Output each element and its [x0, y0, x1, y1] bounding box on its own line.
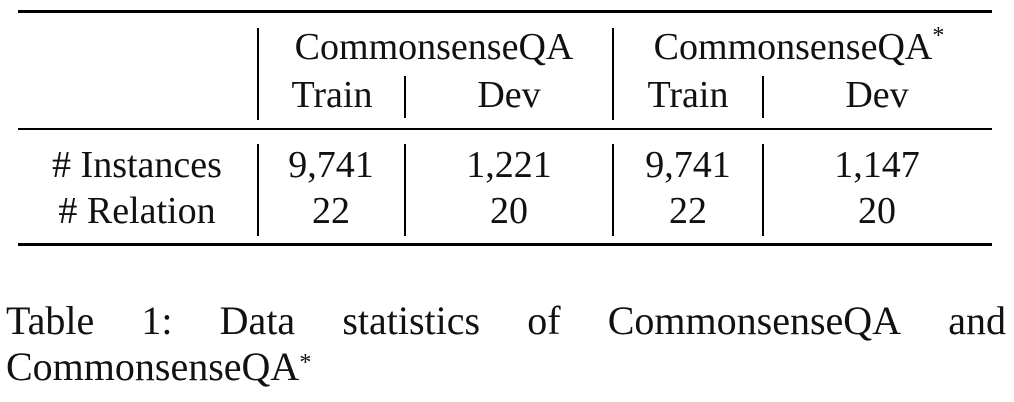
group-separator	[612, 28, 614, 120]
cell-instances-dev-2: 1,147	[834, 144, 920, 186]
cell-relation-train-1: 22	[312, 190, 350, 232]
row-label-instances: # Instances	[52, 144, 222, 186]
caption-word: of	[527, 298, 561, 343]
group-header-label: CommonsenseQA	[653, 26, 933, 68]
top-rule	[18, 10, 992, 13]
subheader-dev-1: Dev	[477, 74, 541, 116]
group-header-commonsenseqa-star: CommonsenseQA*	[653, 24, 945, 68]
bottom-rule	[18, 243, 992, 246]
header-rule	[18, 128, 992, 130]
caption-word: 1:	[141, 298, 173, 343]
cell-instances-train-2: 9,741	[645, 144, 731, 186]
caption-line-2-text: CommonsenseQA	[6, 344, 300, 389]
cell-instances-train-1: 9,741	[288, 144, 374, 186]
cell-relation-train-2: 22	[669, 190, 707, 232]
row-label-separator	[257, 28, 259, 120]
group-separator-body	[612, 144, 614, 236]
train-dev-separator-2	[762, 76, 764, 118]
subheader-dev-2: Dev	[845, 74, 909, 116]
row-label-separator-body	[257, 144, 259, 236]
group-header-label: CommonsenseQA	[294, 26, 574, 68]
caption-line-1: Table 1: Data statistics of CommonsenseQ…	[6, 298, 1006, 344]
row-label-relation: # Relation	[58, 190, 216, 232]
caption-line-2: CommonsenseQA*	[6, 344, 1006, 390]
train-dev-separator-1	[404, 76, 406, 118]
caption-word: and	[948, 298, 1006, 343]
caption-word: CommonsenseQA	[607, 298, 902, 343]
train-dev-separator-1-body	[404, 144, 406, 236]
table-caption: Table 1: Data statistics of CommonsenseQ…	[6, 298, 1006, 390]
group-header-commonsenseqa: CommonsenseQA	[295, 28, 574, 66]
cell-instances-dev-1: 1,221	[466, 144, 552, 186]
cell-relation-dev-2: 20	[858, 190, 896, 232]
subheader-train-2: Train	[647, 74, 729, 116]
caption-word: Data	[219, 298, 296, 343]
caption-star: *	[299, 350, 312, 376]
caption-word: Table	[6, 298, 95, 343]
cell-relation-dev-1: 20	[490, 190, 528, 232]
subheader-train-1: Train	[291, 74, 373, 116]
group-header-star: *	[932, 23, 945, 49]
train-dev-separator-2-body	[762, 144, 764, 236]
caption-word: statistics	[342, 298, 481, 343]
